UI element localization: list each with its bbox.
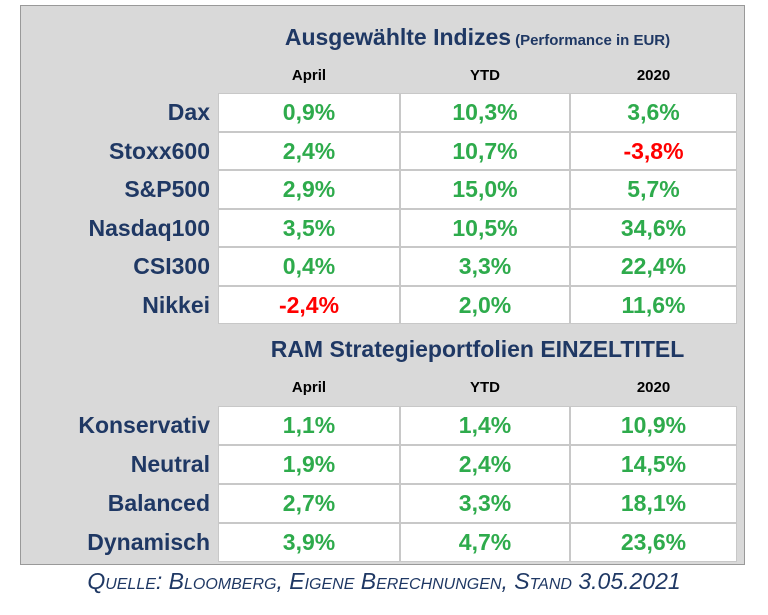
value-cell: 0,4% xyxy=(218,247,400,286)
column-header: April xyxy=(291,379,327,396)
section-title: Ausgewählte Indizes (Performance in EUR) xyxy=(218,20,737,54)
row-label: Stoxx600 xyxy=(108,137,210,164)
value-cell: 22,4% xyxy=(570,247,737,286)
value-cell: 23,6% xyxy=(570,523,737,562)
column-header: YTD xyxy=(470,67,500,84)
value-cell: 18,1% xyxy=(570,484,737,523)
row-label: Nasdaq100 xyxy=(88,214,210,241)
value-cell: 3,3% xyxy=(400,484,570,523)
value-cell: 2,4% xyxy=(218,131,400,170)
value-cell: 14,5% xyxy=(570,445,737,484)
section-title: RAM Strategieportfolien EINZELTITEL xyxy=(218,332,737,366)
column-header: 2020 xyxy=(636,67,671,84)
value-cell: 1,1% xyxy=(218,406,400,445)
value-cell: 1,9% xyxy=(218,445,400,484)
value-cell: 10,7% xyxy=(400,131,570,170)
row-label: CSI300 xyxy=(133,253,210,279)
row-label: Dynamisch xyxy=(87,529,210,555)
section-title-text: Ausgewählte Indizes xyxy=(284,24,512,50)
section-subtitle: (Performance in EUR) xyxy=(515,32,671,49)
column-header: YTD xyxy=(470,379,500,396)
value-cell: 3,6% xyxy=(570,93,737,132)
value-cell: 10,5% xyxy=(400,208,570,247)
row-label: S&P500 xyxy=(124,176,210,202)
row-label: Neutral xyxy=(130,451,210,477)
value-cell: 15,0% xyxy=(400,170,570,209)
value-cell: 10,9% xyxy=(570,406,737,445)
row-label: Balanced xyxy=(107,490,210,516)
row-label: Dax xyxy=(167,99,210,125)
row-label: Konservativ xyxy=(78,412,210,438)
value-cell: 2,0% xyxy=(400,285,570,324)
value-cell: -2,4% xyxy=(218,285,400,324)
value-cell: 1,4% xyxy=(400,406,570,445)
value-cell: 4,7% xyxy=(400,523,570,562)
value-cell: 2,7% xyxy=(218,484,400,523)
row-label: Nikkei xyxy=(142,291,210,318)
column-header: April xyxy=(291,67,327,84)
value-cell: 5,7% xyxy=(570,170,737,209)
source-note: Quelle: Bloomberg, Eigene Berechnungen, … xyxy=(87,568,681,594)
value-cell: 2,9% xyxy=(218,170,400,209)
value-cell: 0,9% xyxy=(218,93,400,132)
value-cell: 3,3% xyxy=(400,247,570,286)
value-cell: 3,9% xyxy=(218,523,400,562)
value-cell: 10,3% xyxy=(400,93,570,132)
value-cell: 11,6% xyxy=(570,285,737,324)
value-cell: 3,5% xyxy=(218,208,400,247)
column-header: 2020 xyxy=(636,379,671,396)
value-cell: 2,4% xyxy=(400,445,570,484)
value-cell: 34,6% xyxy=(570,208,737,247)
value-cell: -3,8% xyxy=(570,131,737,170)
section-title-text: RAM Strategieportfolien EINZELTITEL xyxy=(270,336,685,362)
